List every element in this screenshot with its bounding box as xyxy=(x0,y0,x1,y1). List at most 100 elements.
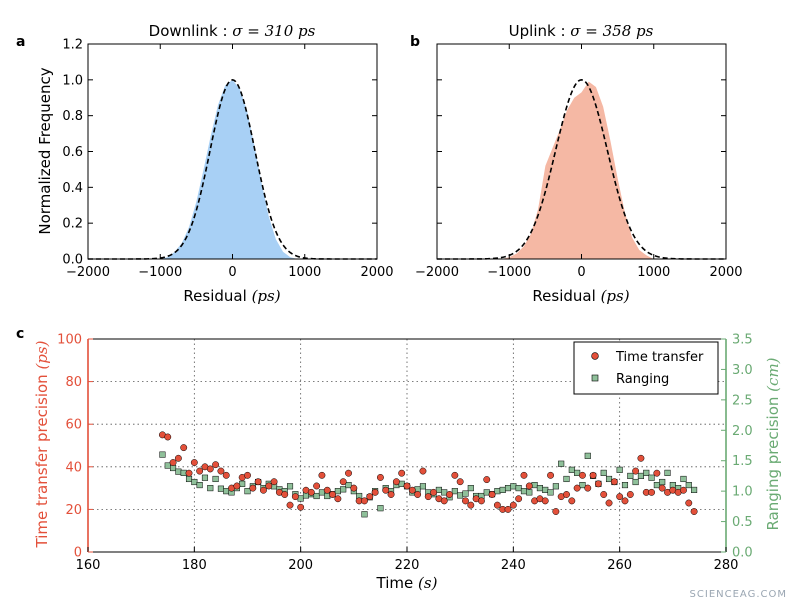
ranging-point xyxy=(574,469,581,476)
ranging-point xyxy=(579,482,586,489)
ranging-point xyxy=(616,466,623,473)
time-transfer-point xyxy=(451,471,459,479)
time-transfer-point xyxy=(584,484,592,492)
time-transfer-point xyxy=(462,497,469,505)
ranging-point xyxy=(632,478,639,486)
time-transfer-point xyxy=(281,491,289,498)
panel-b-xtick-label: 2000 xyxy=(709,265,742,280)
time-transfer-point xyxy=(339,478,347,486)
time-transfer-point xyxy=(690,508,698,515)
ranging-point xyxy=(563,475,570,483)
time-transfer-point xyxy=(493,501,501,509)
time-transfer-point xyxy=(680,486,687,494)
panel-c-ytick-right-label: 0.0 xyxy=(732,546,753,561)
time-transfer-point xyxy=(260,486,267,494)
ranging-point xyxy=(568,466,575,473)
panel-a-xtick-label: 0 xyxy=(228,265,236,280)
time-transfer-point xyxy=(456,478,464,486)
ranging-point xyxy=(159,451,166,458)
time-transfer-point xyxy=(217,467,225,475)
time-transfer-point xyxy=(222,471,230,479)
legend-label-time-transfer: Time transfer xyxy=(615,350,704,365)
time-transfer-point xyxy=(509,501,517,509)
time-transfer-point xyxy=(430,488,438,496)
panel-a-ytick-label: 0.2 xyxy=(62,217,83,232)
ranging-point xyxy=(244,488,251,495)
panel-a-ylabel: Normalized Frequency xyxy=(36,67,54,234)
time-transfer-point xyxy=(568,497,576,505)
panel-c-ytick-left-label: 100 xyxy=(57,333,82,348)
panel-a-ytick-label: 1.2 xyxy=(62,38,83,53)
time-transfer-point xyxy=(605,499,613,507)
ranging-point xyxy=(175,468,182,475)
ranging-point xyxy=(196,482,203,489)
time-transfer-point xyxy=(212,461,220,469)
time-transfer-point xyxy=(424,493,432,501)
time-transfer-point xyxy=(446,491,453,498)
panel-c-xlabel: Time (s) xyxy=(376,574,438,592)
time-transfer-point xyxy=(632,467,640,475)
time-transfer-point xyxy=(307,488,315,496)
ranging-point xyxy=(207,485,214,492)
panel-b-title: Uplink : σ = 358 ps xyxy=(509,22,654,40)
ranging-point xyxy=(286,483,294,490)
time-transfer-point xyxy=(206,465,214,473)
ranging-point xyxy=(494,488,501,495)
ranging-point xyxy=(467,485,474,492)
time-transfer-point xyxy=(334,495,342,503)
ranging-point xyxy=(552,483,559,490)
ranging-point xyxy=(217,485,224,492)
panel-a-xtick-label: −2000 xyxy=(66,265,110,280)
panel-b-xtick-label: −2000 xyxy=(415,265,459,280)
panel-c-ytick-left-label: 80 xyxy=(65,375,82,390)
ranging-point xyxy=(170,464,177,472)
ranging-point xyxy=(345,482,352,489)
time-transfer-point xyxy=(249,484,257,492)
watermark: SCIENCEAG.COM xyxy=(690,589,787,600)
ranging-point xyxy=(547,489,554,496)
time-transfer-point xyxy=(610,478,618,486)
time-transfer-point xyxy=(244,471,251,479)
panel-c-ytick-right-label: 3.5 xyxy=(732,333,753,348)
time-transfer-point xyxy=(626,491,634,498)
time-transfer-point xyxy=(467,501,475,509)
panel-c-xtick-label: 220 xyxy=(395,558,420,573)
ranging-point xyxy=(664,469,671,476)
time-transfer-point xyxy=(190,459,198,466)
ranging-point xyxy=(627,472,634,479)
time-transfer-point xyxy=(573,484,581,492)
ranging-point xyxy=(621,482,629,489)
time-transfer-point xyxy=(408,486,416,494)
time-transfer-point xyxy=(658,484,666,492)
time-transfer-point xyxy=(637,454,645,462)
panel-a-plot: −2000 −1000 0 1000 2000 0.0 0.2 0.4 0.6 0.8 1.0 1.2 xyxy=(62,38,393,281)
ranging-point xyxy=(185,475,193,483)
time-transfer-point xyxy=(387,491,395,498)
panel-a-ytick-label: 1.0 xyxy=(62,73,83,88)
panel-a-ytick-label: 0.8 xyxy=(62,109,83,124)
time-transfer-point xyxy=(685,499,693,507)
panel-c-ylabel-left: Time transfer precision (ps) xyxy=(33,340,51,548)
time-transfer-point xyxy=(382,486,390,494)
ranging-point xyxy=(313,492,320,500)
ranging-point xyxy=(685,482,692,489)
time-transfer-point xyxy=(600,491,608,498)
ranging-point xyxy=(212,475,219,483)
time-transfer-point xyxy=(297,503,305,511)
time-transfer-point xyxy=(515,495,523,503)
time-transfer-point xyxy=(185,469,193,477)
ranging-point xyxy=(504,485,512,492)
time-transfer-point xyxy=(164,433,172,441)
ranging-point xyxy=(526,489,533,496)
ranging-point xyxy=(334,488,341,495)
time-transfer-point xyxy=(329,491,337,498)
panel-c-ytick-right-label: 2.5 xyxy=(732,393,753,408)
panel-c-ytick-right-label: 3.0 xyxy=(732,363,753,378)
time-transfer-point xyxy=(541,497,549,505)
ranging-point xyxy=(680,475,687,483)
time-transfer-point xyxy=(313,482,321,490)
time-transfer-point xyxy=(361,497,368,505)
panel-b-histogram-area xyxy=(502,81,661,260)
legend-marker-time-transfer xyxy=(591,352,599,360)
